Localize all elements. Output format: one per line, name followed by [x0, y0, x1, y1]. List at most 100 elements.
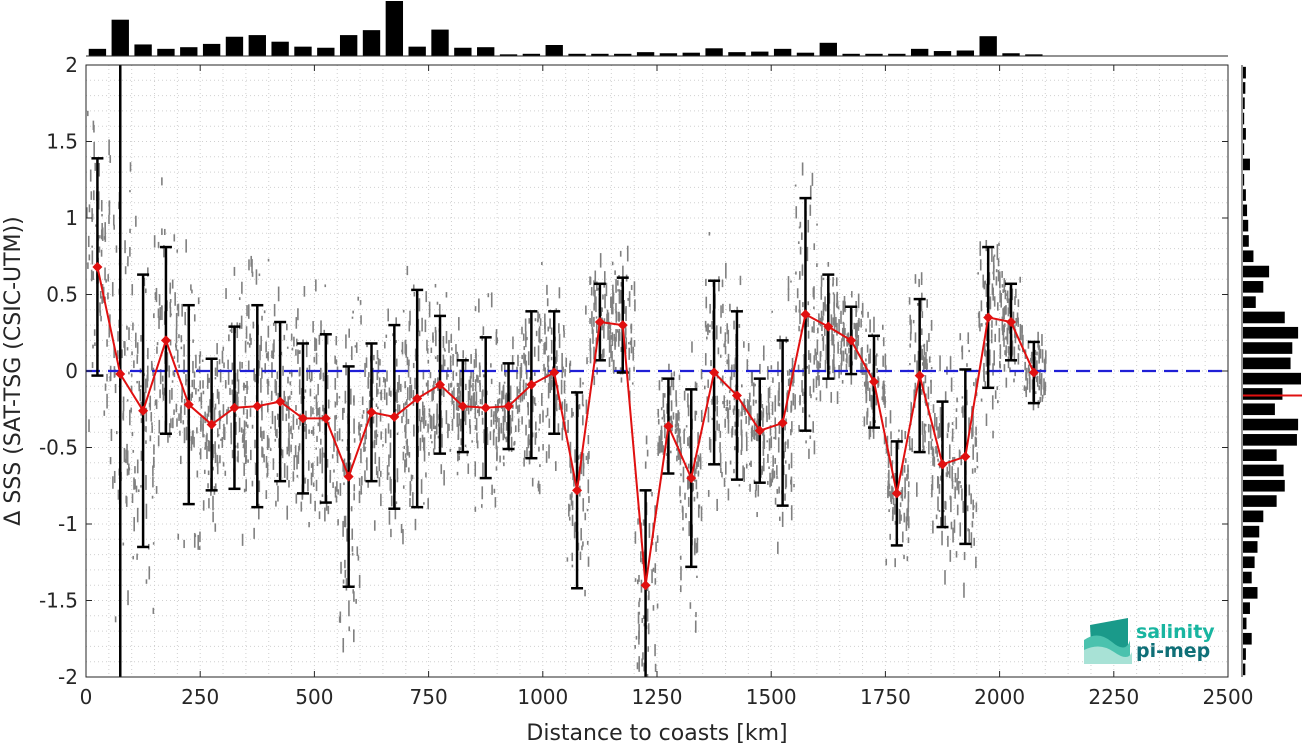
scatter-point [985, 343, 988, 347]
scatter-point [843, 322, 845, 333]
scatter-point [336, 366, 339, 379]
scatter-point [412, 284, 415, 291]
scatter-point [246, 380, 248, 395]
scatter-point [778, 382, 780, 390]
scatter-point [791, 421, 793, 433]
scatter-point [527, 435, 530, 449]
scatter-point [719, 442, 721, 453]
scatter-point [448, 423, 450, 431]
scatter-point [395, 501, 398, 504]
scatter-point [333, 469, 335, 473]
scatter-point [375, 403, 378, 407]
scatter-point [214, 377, 217, 380]
scatter-point [171, 380, 174, 383]
scatter-point [519, 392, 522, 403]
scatter-point [1006, 327, 1009, 342]
scatter-point [126, 347, 129, 351]
scatter-point [306, 367, 309, 381]
scatter-point [561, 401, 564, 410]
scatter-point [275, 429, 277, 437]
scatter-point [751, 370, 753, 387]
scatter-point [407, 418, 410, 425]
scatter-point [1022, 334, 1024, 346]
scatter-point [889, 410, 892, 424]
scatter-point [787, 276, 790, 291]
scatter-point [881, 396, 884, 401]
scatter-point [1004, 289, 1007, 300]
scatter-point [979, 323, 981, 332]
scatter-point [785, 474, 788, 488]
scatter-point [1038, 352, 1040, 364]
scatter-point [990, 329, 993, 339]
scatter-point [419, 420, 422, 432]
scatter-point [787, 370, 789, 376]
scatter-point [509, 385, 512, 400]
scatter-point [296, 418, 298, 425]
scatter-point [495, 413, 498, 429]
scatter-point [373, 520, 376, 531]
scatter-point [842, 300, 845, 315]
scatter-point [535, 432, 538, 439]
scatter-point [887, 485, 889, 499]
scatter-point [907, 516, 910, 529]
scatter-point [482, 462, 484, 477]
scatter-point [539, 464, 541, 468]
scatter-point [108, 321, 111, 338]
scatter-point [790, 280, 792, 283]
scatter-point [474, 461, 477, 477]
scatter-point [819, 351, 822, 362]
scatter-point [310, 472, 313, 486]
scatter-point [776, 465, 778, 475]
scatter-point [390, 478, 392, 494]
scatter-point [521, 416, 523, 425]
scatter-point [693, 496, 696, 502]
scatter-point [134, 479, 136, 490]
scatter-point [317, 383, 319, 396]
scatter-point [1044, 350, 1047, 364]
scatter-point [428, 301, 431, 318]
scatter-point [134, 466, 136, 474]
scatter-point [375, 429, 378, 441]
scatter-point [366, 344, 368, 348]
scatter-point [716, 325, 718, 340]
scatter-point [563, 399, 566, 408]
scatter-point [179, 407, 182, 420]
scatter-point [437, 435, 440, 439]
scatter-point [910, 319, 912, 334]
scatter-point [811, 172, 814, 186]
scatter-point [638, 630, 640, 645]
scatter-point [997, 258, 1000, 267]
scatter-point [230, 422, 232, 438]
scatter-point [99, 310, 102, 316]
scatter-point [795, 271, 797, 275]
top-histogram-bar [910, 48, 929, 56]
scatter-point [525, 331, 527, 348]
scatter-point [603, 271, 606, 284]
scatter-point [888, 483, 891, 490]
scatter-point [687, 393, 689, 408]
scatter-point [721, 279, 724, 288]
x-tick-label: 1250 [632, 685, 683, 709]
scatter-point [893, 503, 896, 515]
scatter-point [357, 555, 360, 561]
scatter-point [983, 376, 986, 382]
mean-marker [594, 317, 605, 328]
scatter-point [868, 425, 871, 440]
scatter-point [577, 455, 580, 460]
scatter-point [928, 441, 930, 455]
scatter-point [401, 416, 403, 424]
mean-markers [92, 261, 1039, 591]
scatter-point [992, 256, 995, 272]
scatter-point [952, 527, 954, 543]
scatter-point [161, 305, 163, 321]
scatter-point [675, 430, 678, 433]
scatter-point [781, 511, 784, 527]
scatter-point [281, 449, 284, 459]
scatter-point [498, 382, 501, 395]
scatter-point [376, 350, 379, 360]
scatter-point [404, 424, 407, 439]
scatter-point [213, 408, 215, 424]
scatter-point [573, 477, 575, 487]
scatter-point [776, 475, 778, 479]
scatter-point [1036, 351, 1038, 356]
